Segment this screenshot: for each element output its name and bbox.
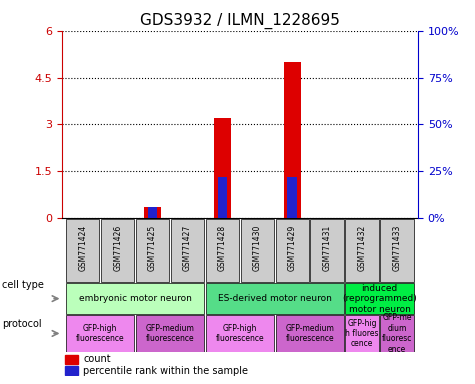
FancyBboxPatch shape — [136, 219, 169, 282]
Text: GSM771431: GSM771431 — [323, 225, 332, 271]
Bar — [218, 177, 227, 218]
Text: GSM771428: GSM771428 — [218, 225, 227, 271]
Text: GFP-medium
fluorescence: GFP-medium fluorescence — [145, 324, 194, 343]
Text: GSM771430: GSM771430 — [253, 225, 262, 271]
Text: GSM771425: GSM771425 — [148, 225, 157, 271]
Bar — [214, 118, 231, 218]
Bar — [148, 207, 157, 218]
Text: induced
(reprogrammed)
motor neuron: induced (reprogrammed) motor neuron — [342, 284, 417, 313]
Text: GSM771432: GSM771432 — [358, 225, 367, 271]
FancyBboxPatch shape — [171, 219, 204, 282]
Text: GFP-high
fluorescence: GFP-high fluorescence — [216, 324, 264, 343]
FancyBboxPatch shape — [380, 219, 414, 282]
FancyBboxPatch shape — [345, 315, 379, 352]
FancyBboxPatch shape — [276, 315, 344, 352]
Text: percentile rank within the sample: percentile rank within the sample — [83, 366, 248, 376]
FancyBboxPatch shape — [66, 283, 204, 314]
Bar — [65, 366, 78, 375]
FancyBboxPatch shape — [136, 315, 204, 352]
Text: GFP-me
dium
fluoresc
ence: GFP-me dium fluoresc ence — [382, 313, 412, 354]
FancyBboxPatch shape — [66, 315, 134, 352]
FancyBboxPatch shape — [380, 315, 414, 352]
FancyBboxPatch shape — [311, 219, 344, 282]
Text: GSM771433: GSM771433 — [392, 225, 401, 271]
FancyBboxPatch shape — [206, 219, 239, 282]
Text: count: count — [83, 354, 111, 364]
Text: GFP-hig
h fluores
cence: GFP-hig h fluores cence — [345, 319, 379, 348]
Text: GSM771426: GSM771426 — [113, 225, 122, 271]
FancyBboxPatch shape — [66, 219, 99, 282]
FancyBboxPatch shape — [206, 283, 344, 314]
FancyBboxPatch shape — [101, 219, 134, 282]
Title: GDS3932 / ILMN_1228695: GDS3932 / ILMN_1228695 — [140, 13, 340, 29]
Text: GFP-medium
fluorescence: GFP-medium fluorescence — [285, 324, 334, 343]
Text: ES-derived motor neuron: ES-derived motor neuron — [218, 294, 332, 303]
FancyBboxPatch shape — [345, 219, 379, 282]
Bar — [284, 62, 301, 218]
FancyBboxPatch shape — [240, 219, 274, 282]
Text: cell type: cell type — [2, 280, 44, 290]
Text: GSM771427: GSM771427 — [183, 225, 192, 271]
Text: GSM771424: GSM771424 — [78, 225, 87, 271]
Bar — [287, 177, 297, 218]
Bar — [144, 207, 162, 218]
FancyBboxPatch shape — [206, 315, 274, 352]
FancyBboxPatch shape — [276, 219, 309, 282]
FancyBboxPatch shape — [345, 283, 414, 314]
Text: GSM771429: GSM771429 — [288, 225, 297, 271]
Text: GFP-high
fluorescence: GFP-high fluorescence — [76, 324, 124, 343]
Text: embryonic motor neuron: embryonic motor neuron — [79, 294, 191, 303]
Bar — [65, 354, 78, 364]
Text: protocol: protocol — [2, 319, 42, 329]
